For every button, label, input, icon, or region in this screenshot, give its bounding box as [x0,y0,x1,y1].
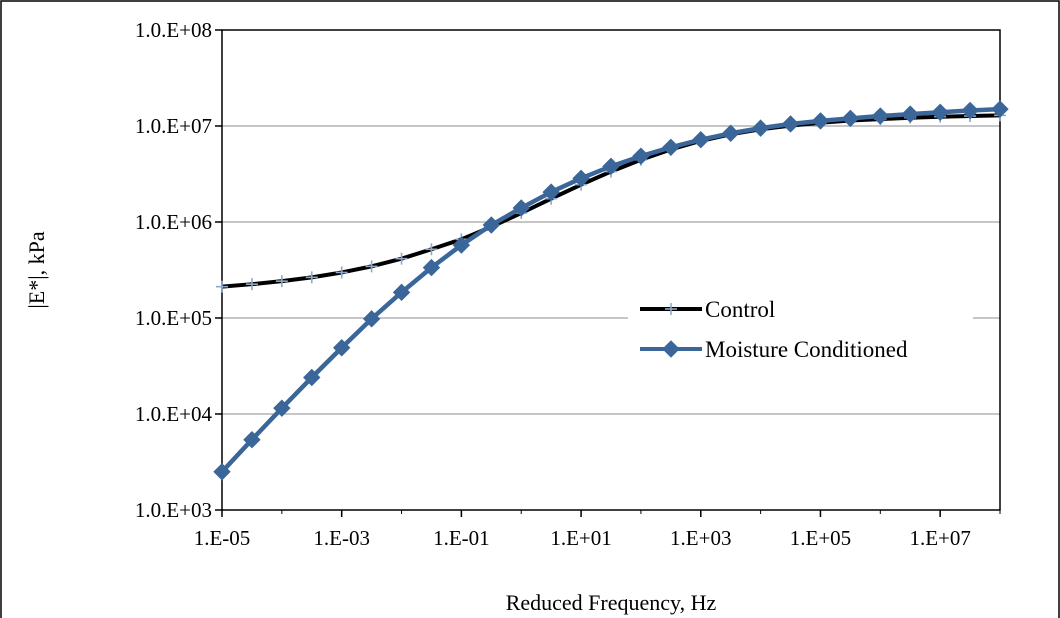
data-point-moisture-conditioned [721,124,740,142]
data-point-control [245,278,258,291]
series-moisture-conditioned [213,100,1009,481]
legend-item-control: Control [640,297,775,322]
data-point-control [395,252,408,265]
data-point-moisture-conditioned [751,119,770,137]
data-point-moisture-conditioned [392,283,411,302]
y-tick-label: 1.0.E+04 [135,402,213,426]
data-point-moisture-conditioned [961,101,979,120]
x-tick-label: 1.E+05 [790,526,851,550]
legend-marker [665,303,677,315]
data-point-moisture-conditioned [901,105,919,123]
data-point-moisture-conditioned [213,463,231,481]
y-tick-label: 1.0.E+03 [135,498,212,522]
x-tick-label: 1.E+01 [550,526,611,550]
data-point-moisture-conditioned [662,138,680,157]
data-point-moisture-conditioned [991,100,1009,118]
x-tick-label: 1.E-01 [433,526,490,550]
y-tick-label: 1.0.E+08 [135,18,212,42]
data-point-moisture-conditioned [362,310,381,328]
data-point-moisture-conditioned [422,258,441,277]
x-tick-label: 1.E+03 [670,526,731,550]
data-point-control [335,266,348,279]
data-point-moisture-conditioned [841,109,860,128]
legend-background [628,288,973,378]
data-point-moisture-conditioned [482,216,501,234]
data-point-control [425,243,438,256]
data-point-moisture-conditioned [273,399,291,417]
data-point-control [305,271,318,284]
data-point-moisture-conditioned [572,169,590,188]
legend-label: Control [705,297,775,322]
x-tick-label: 1.E-05 [194,526,251,550]
legend-label: Moisture Conditioned [705,337,908,362]
data-point-moisture-conditioned [243,430,261,449]
x-tick-label: 1.E+07 [909,526,970,550]
data-point-moisture-conditioned [781,115,800,133]
legend: Control Moisture Conditioned [628,288,973,378]
data-point-moisture-conditioned [811,112,830,130]
data-point-moisture-conditioned [871,107,890,125]
data-point-moisture-conditioned [632,147,650,165]
data-point-moisture-conditioned [512,199,530,217]
data-point-moisture-conditioned [303,368,321,387]
data-point-control [275,275,288,288]
y-tick-label: 1.0.E+05 [135,306,212,330]
tick-labels: 1.0.E+03 1.0.E+04 1.0.E+05 1.0.E+06 1.0.E+07… [135,18,971,550]
x-axis-title: Reduced Frequency, Hz [506,590,717,615]
x-tick-label: 1.E-03 [313,526,370,550]
data-point-moisture-conditioned [452,236,471,254]
y-axis-title: |E*|, kPa [24,231,49,308]
data-point-moisture-conditioned [692,130,710,149]
y-tick-label: 1.0.E+07 [135,114,212,138]
data-point-moisture-conditioned [602,157,620,176]
data-point-moisture-conditioned [332,339,351,357]
legend-item-moisture-conditioned: Moisture Conditioned [640,337,908,362]
data-point-control [365,260,378,273]
data-point-control [216,280,228,293]
series-layer [213,100,1009,481]
plot-frame [221,29,1001,511]
y-tick-label: 1.0.E+06 [135,210,212,234]
data-point-moisture-conditioned [542,183,560,201]
data-point-moisture-conditioned [931,103,949,121]
legend-marker [662,340,680,358]
axis-ticks [215,29,1001,517]
